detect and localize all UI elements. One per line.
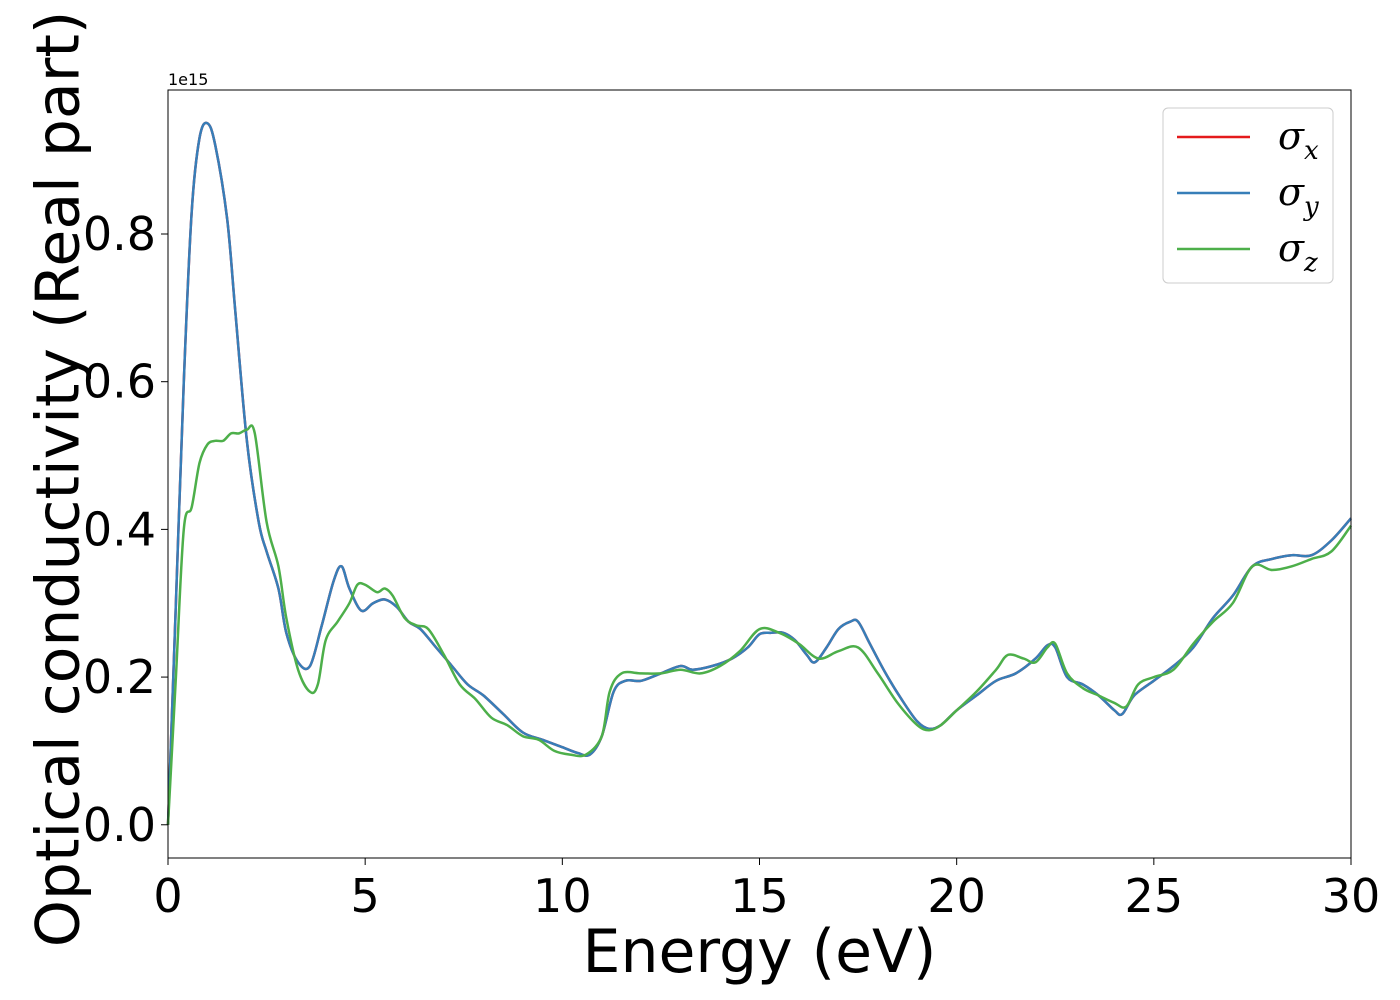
series-layer [166,121,1353,825]
x-tick-label: 30 [1322,869,1381,923]
x-tick-label: 25 [1125,869,1184,923]
x-axis-ticks: 0 5 10 15 20 25 30 [153,858,1380,923]
x-axis-label: Energy (eV) [583,917,937,987]
legend-label-y: σy [1278,170,1319,222]
legend-label-x: σx [1278,114,1319,166]
series-line-z [166,424,1353,825]
y-axis-label: Optical conductivity (Real part) [24,11,94,948]
y-tick-label: 0.4 [83,502,156,556]
legend-box [1162,107,1334,284]
x-tick-label: 10 [533,869,592,923]
y-axis-ticks: 0.0 0.2 0.4 0.6 0.8 [83,207,168,852]
y-tick-label: 0.6 [83,355,156,409]
series-line-y [166,121,1352,825]
y-tick-label: 0.0 [83,798,156,852]
y-offset-label: 1e15 [168,70,208,89]
x-tick-label: 15 [730,869,789,923]
y-tick-label: 0.8 [83,207,156,261]
legend-label-z: σz [1278,226,1318,278]
x-tick-label: 0 [153,869,182,923]
x-tick-label: 20 [927,869,986,923]
x-tick-label: 5 [351,869,380,923]
y-tick-label: 0.2 [83,650,156,704]
